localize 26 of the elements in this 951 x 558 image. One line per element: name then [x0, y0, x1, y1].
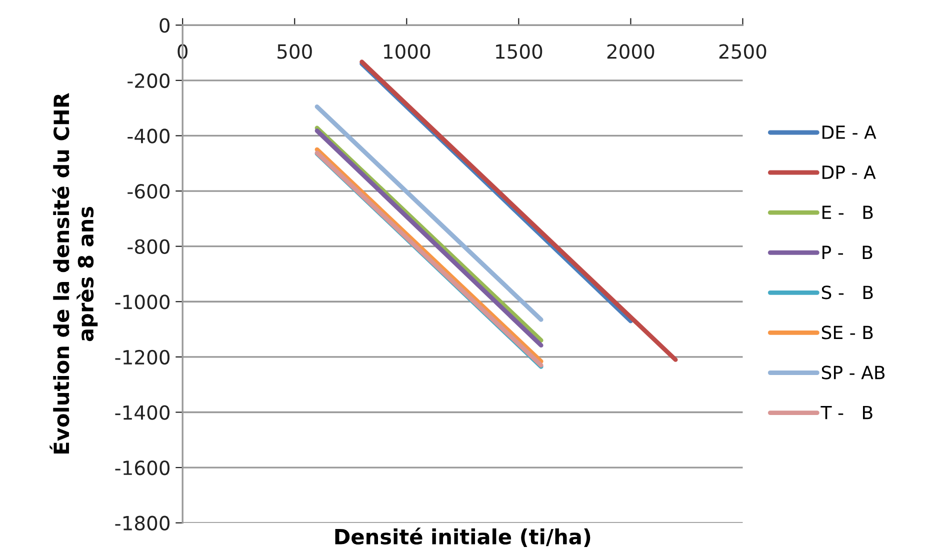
y-tick-label: -1200 — [115, 350, 170, 365]
y-tick-label: 0 — [160, 18, 170, 33]
x-tick-label: 1000 — [384, 44, 430, 59]
y-tick-label: -200 — [128, 73, 170, 88]
y-tick-label: -1600 — [115, 460, 170, 476]
x-tick-label: 1500 — [496, 44, 542, 59]
legend-label: SE - B — [822, 326, 873, 340]
legend-label: DP - A — [822, 166, 876, 179]
legend-label: SP - AB — [822, 366, 885, 380]
y-tick-label: -1400 — [115, 405, 170, 420]
y-tick-label: -600 — [128, 184, 170, 199]
y-tick-label: -1000 — [115, 294, 170, 310]
y-tick-label: -1800 — [115, 516, 170, 531]
y-tick-label: -800 — [128, 239, 170, 254]
y-tick-label: -400 — [128, 128, 170, 144]
legend-label: T - B — [820, 406, 872, 420]
legend-label: P - B — [822, 246, 872, 259]
x-tick-label: 0 — [178, 44, 188, 59]
x-axis-title: Densité initiale (ti/ha) — [335, 528, 590, 547]
legend-label: DE - A — [822, 126, 876, 139]
y-axis-title: Évolution de la densité du CHR après 8 ans — [50, 92, 98, 454]
x-tick-label: 2500 — [719, 44, 766, 59]
x-tick-label: 500 — [278, 44, 312, 59]
x-tick-label: 2000 — [607, 44, 654, 59]
legend-label: E - B — [822, 206, 873, 219]
legend-label: S - B — [822, 286, 873, 300]
